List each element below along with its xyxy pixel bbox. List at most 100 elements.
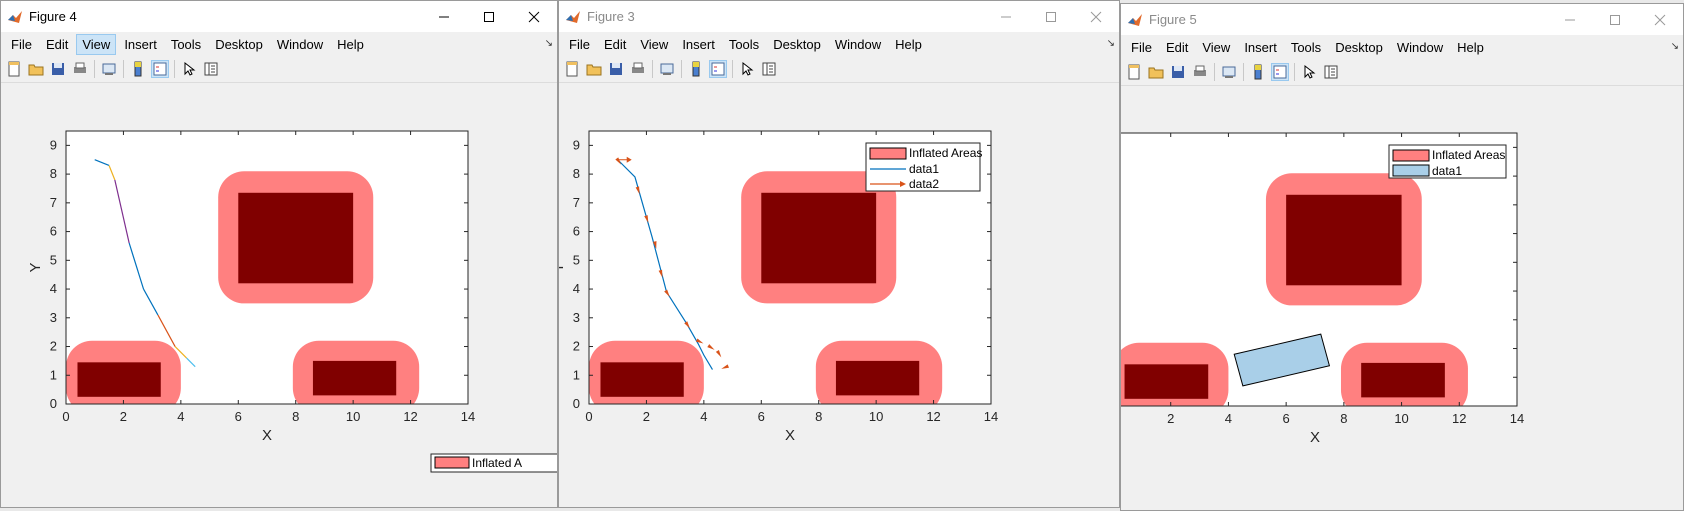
print-figure-button[interactable] xyxy=(629,60,647,78)
dock-arrow-icon[interactable]: ↘ xyxy=(544,38,553,49)
dock-arrow-icon[interactable]: ↘ xyxy=(1106,38,1115,49)
y-tick-label: 5 xyxy=(50,252,57,267)
plot-area xyxy=(589,156,943,404)
menu-file[interactable]: File xyxy=(1131,39,1152,55)
dock-arrow-icon[interactable]: ↘ xyxy=(1670,41,1679,52)
save-figure-button[interactable] xyxy=(607,60,625,78)
close-button[interactable] xyxy=(511,1,557,32)
path-segment xyxy=(128,242,145,290)
title-bar[interactable]: Figure 3 xyxy=(559,1,1119,32)
minimize-button[interactable] xyxy=(421,1,467,32)
print-figure-icon xyxy=(1194,65,1206,76)
menu-tools[interactable]: Tools xyxy=(1290,39,1322,55)
open-file-button[interactable] xyxy=(1147,63,1165,81)
new-figure-button[interactable] xyxy=(5,60,23,78)
insert-colorbar-button[interactable] xyxy=(687,60,705,78)
y-tick-label: 6 xyxy=(573,224,580,239)
edit-plot-button[interactable] xyxy=(1300,63,1318,81)
x-tick-label: 10 xyxy=(869,409,883,424)
close-button[interactable] xyxy=(1073,1,1119,32)
menu-tools[interactable]: Tools xyxy=(170,36,202,52)
insert-legend-button[interactable] xyxy=(1271,63,1289,81)
edit-plot-icon xyxy=(184,61,196,76)
x-tick-label: 0 xyxy=(585,409,592,424)
save-figure-button[interactable] xyxy=(1169,63,1187,81)
menu-insert[interactable]: Insert xyxy=(682,36,715,52)
menu-desktop[interactable]: Desktop xyxy=(215,36,263,52)
link-plot-button[interactable] xyxy=(100,60,118,78)
insert-colorbar-button[interactable] xyxy=(1249,63,1267,81)
y-tick-label: 8 xyxy=(50,166,57,181)
property-inspector-button[interactable] xyxy=(202,60,220,78)
menu-tools[interactable]: Tools xyxy=(728,36,760,52)
menu-window[interactable]: Window xyxy=(276,36,324,52)
menu-insert[interactable]: Insert xyxy=(124,36,157,52)
y-tick-label: 3 xyxy=(573,310,580,325)
menu-file[interactable]: File xyxy=(11,36,32,52)
link-plot-button[interactable] xyxy=(658,60,676,78)
y-axis-label: Y xyxy=(27,262,44,272)
property-inspector-button[interactable] xyxy=(760,60,778,78)
menu-view[interactable]: View xyxy=(640,36,669,52)
edit-plot-button[interactable] xyxy=(738,60,756,78)
title-bar[interactable]: Figure 4 xyxy=(1,1,557,32)
edit-plot-button[interactable] xyxy=(180,60,198,78)
menu-desktop[interactable]: Desktop xyxy=(773,36,821,52)
path-segment xyxy=(186,357,196,368)
x-axis-label: X xyxy=(785,427,795,444)
x-axis-label: X xyxy=(1310,429,1320,446)
x-tick-label: 12 xyxy=(403,409,417,424)
x-axis-label: X xyxy=(262,427,272,444)
menu-window[interactable]: Window xyxy=(834,36,882,52)
link-plot-button[interactable] xyxy=(1220,63,1238,81)
new-figure-button[interactable] xyxy=(563,60,581,78)
insert-legend-button[interactable] xyxy=(709,60,727,78)
open-file-button[interactable] xyxy=(585,60,603,78)
menu-help[interactable]: Help xyxy=(337,36,364,52)
new-figure-button[interactable] xyxy=(1125,63,1143,81)
print-figure-button[interactable] xyxy=(71,60,89,78)
menu-edit[interactable]: Edit xyxy=(603,36,627,52)
x-tick-label: 10 xyxy=(346,409,360,424)
legend-arrow-data2 xyxy=(900,181,906,187)
y-tick-label: 0 xyxy=(50,396,57,411)
arrow-head xyxy=(644,215,649,223)
arrow-head xyxy=(664,289,670,297)
figure-5-window: Figure 5 File Edit View Insert Tools Des… xyxy=(1120,3,1684,511)
maximize-button[interactable] xyxy=(1592,4,1638,35)
open-file-button[interactable] xyxy=(27,60,45,78)
menu-edit[interactable]: Edit xyxy=(45,36,69,52)
menu-help[interactable]: Help xyxy=(895,36,922,52)
minimize-button[interactable] xyxy=(983,1,1029,32)
insert-legend-button[interactable] xyxy=(151,60,169,78)
legend-label-inflated: Inflated Areas xyxy=(909,146,982,160)
y-tick-label: 4 xyxy=(573,281,580,296)
save-figure-button[interactable] xyxy=(49,60,67,78)
menu-edit[interactable]: Edit xyxy=(1165,39,1189,55)
menu-desktop[interactable]: Desktop xyxy=(1335,39,1383,55)
maximize-button[interactable] xyxy=(466,1,512,32)
close-icon xyxy=(1090,11,1102,22)
menu-window[interactable]: Window xyxy=(1396,39,1444,55)
print-figure-button[interactable] xyxy=(1191,63,1209,81)
menu-view[interactable]: View xyxy=(76,33,117,55)
insert-colorbar-button[interactable] xyxy=(129,60,147,78)
toolbar-separator xyxy=(1243,63,1244,81)
axes-frame xyxy=(65,130,469,405)
menu-help[interactable]: Help xyxy=(1457,39,1484,55)
minimize-button[interactable] xyxy=(1547,4,1593,35)
insert-colorbar-icon xyxy=(134,61,142,77)
window-title: Figure 4 xyxy=(29,9,77,24)
menu-insert[interactable]: Insert xyxy=(1244,39,1277,55)
obstacle xyxy=(238,192,354,284)
menu-view[interactable]: View xyxy=(1202,39,1231,55)
close-button[interactable] xyxy=(1637,4,1683,35)
title-bar[interactable]: Figure 5 xyxy=(1121,4,1683,35)
menu-file[interactable]: File xyxy=(569,36,590,52)
property-inspector-button[interactable] xyxy=(1322,63,1340,81)
figure-toolbar xyxy=(1121,59,1683,86)
y-tick-label: 5 xyxy=(573,252,580,267)
maximize-button[interactable] xyxy=(1028,1,1074,32)
arrow-head xyxy=(721,364,729,369)
y-tick-label: 7 xyxy=(50,195,57,210)
